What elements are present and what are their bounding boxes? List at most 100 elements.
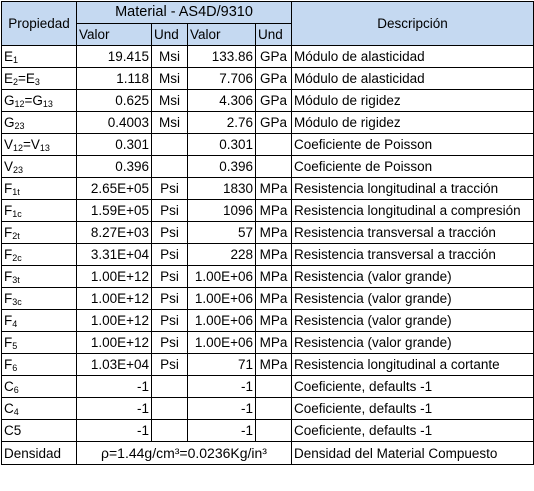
description: Resistencia longitudinal a tracción xyxy=(291,177,534,200)
description: Resistencia (valor grande) xyxy=(291,309,534,332)
table-row: F1t 2.65E+05 Psi 1830 MPa Resistencia longitu… xyxy=(1,177,534,200)
unit-imperial xyxy=(151,419,188,442)
header-und-2: Und xyxy=(254,23,293,46)
property-subscript: 23 xyxy=(13,165,24,175)
value-imperial: 1.00E+12 xyxy=(76,287,152,310)
property-symbol: C5 xyxy=(1,419,77,442)
property-subscript: 1t xyxy=(12,187,20,197)
description: Coeficiente de Poisson xyxy=(291,133,534,156)
table-row: F1c 1.59E+05 Psi 1096 MPa Resistencia longitu… xyxy=(1,199,534,222)
value-si: 57 xyxy=(187,221,256,244)
property-symbol: E1 xyxy=(1,45,77,68)
property-symbol: G12=G13 xyxy=(1,89,77,112)
property-symbol: F2t xyxy=(1,221,77,244)
value-imperial: 2.65E+05 xyxy=(76,177,152,200)
value-imperial: 1.118 xyxy=(76,67,152,90)
table-row: G12=G13 0.625 Msi 4.306 GPa Módulo de rigidez xyxy=(1,89,534,112)
unit-imperial: Msi xyxy=(151,67,188,90)
value-si: 133.86 xyxy=(187,45,256,68)
value-si: 1.00E+06 xyxy=(187,287,256,310)
property-symbol: F5 xyxy=(1,331,77,354)
description: Resistencia (valor grande) xyxy=(291,287,534,310)
description: Resistencia transversal a tracción xyxy=(291,243,534,266)
table-row: V12=V13 0.301 0.301 Coeficiente de Poisson xyxy=(1,133,534,156)
property-subscript: 12 xyxy=(13,143,24,153)
value-imperial: -1 xyxy=(76,419,152,442)
property-subscript: 3t xyxy=(12,275,20,285)
property-subscript-2: 3 xyxy=(34,77,40,87)
header-valor-2: Valor xyxy=(187,23,256,46)
value-imperial: 0.625 xyxy=(76,89,152,112)
property-base: G xyxy=(4,93,15,108)
value-si: 1.00E+06 xyxy=(187,265,256,288)
property-equal-part: =G xyxy=(24,93,43,108)
table-row: F4 1.00E+12 Psi 1.00E+06 MPa Resistencia (val… xyxy=(1,309,534,332)
property-symbol: E2=E3 xyxy=(1,67,77,90)
property-subscript: 2c xyxy=(12,253,22,263)
unit-si: MPa xyxy=(254,199,293,222)
unit-imperial: Psi xyxy=(151,265,188,288)
property-base: F xyxy=(4,269,13,284)
property-base: E xyxy=(4,71,14,86)
property-symbol: G23 xyxy=(1,111,77,134)
property-base: F xyxy=(4,203,13,218)
table-body: Propiedad Material - AS4D/9310 Descripci… xyxy=(1,1,534,465)
unit-si xyxy=(254,155,293,178)
description: Resistencia longitudinal a cortante xyxy=(291,353,534,376)
value-imperial: 3.31E+04 xyxy=(76,243,152,266)
unit-imperial: Psi xyxy=(151,353,188,376)
density-value: ρ=1.44g/cm³=0.0236Kg/in³ xyxy=(75,441,293,465)
value-si: 7.706 xyxy=(187,67,256,90)
unit-si: MPa xyxy=(254,243,293,266)
value-si: -1 xyxy=(187,419,256,442)
unit-si xyxy=(254,397,293,420)
material-properties-table: Propiedad Material - AS4D/9310 Descripci… xyxy=(1,1,534,465)
unit-si: GPa xyxy=(254,67,293,90)
property-base: V xyxy=(4,159,14,174)
table-row: G23 0.4003 Msi 2.76 GPa Módulo de rigidez xyxy=(1,111,534,134)
property-equal-part: =V xyxy=(23,137,40,152)
unit-imperial xyxy=(151,155,188,178)
unit-si: GPa xyxy=(254,111,293,134)
property-subscript: 6 xyxy=(13,385,19,395)
value-si: 0.396 xyxy=(187,155,256,178)
table-row: F3c 1.00E+12 Psi 1.00E+06 MPa Resistencia (va… xyxy=(1,287,534,310)
property-base: C xyxy=(4,401,14,416)
unit-imperial: Msi xyxy=(151,111,188,134)
value-si: -1 xyxy=(187,375,256,398)
property-base: F xyxy=(4,313,13,328)
unit-imperial: Psi xyxy=(151,309,188,332)
value-si: 0.301 xyxy=(187,133,256,156)
unit-imperial: Psi xyxy=(151,199,188,222)
property-symbol: F1c xyxy=(1,199,77,222)
table-row: F6 1.03E+04 Psi 71 MPa Resistencia longitudin… xyxy=(1,353,534,376)
table-row: C6 -1 -1 Coeficiente, defaults -1 xyxy=(1,375,534,398)
unit-imperial: Psi xyxy=(151,243,188,266)
header-valor-1: Valor xyxy=(76,23,152,46)
unit-imperial: Psi xyxy=(151,287,188,310)
value-imperial: 1.00E+12 xyxy=(76,309,152,332)
table-row: E1 19.415 Msi 133.86 GPa Módulo de alasticida… xyxy=(1,45,534,68)
description: Coeficiente, defaults -1 xyxy=(291,375,534,398)
property-symbol: F6 xyxy=(1,353,77,376)
table-row: C5 -1 -1 Coeficiente, defaults -1 xyxy=(1,419,534,442)
property-subscript: 1c xyxy=(12,209,22,219)
table-row: C4 -1 -1 Coeficiente, defaults -1 xyxy=(1,397,534,420)
unit-si: GPa xyxy=(254,45,293,68)
unit-si xyxy=(254,419,293,442)
value-imperial: -1 xyxy=(76,375,152,398)
property-base: E xyxy=(4,49,14,64)
header-und-1: Und xyxy=(151,23,188,46)
property-subscript: 2 xyxy=(13,77,19,87)
description: Módulo de rigidez xyxy=(291,89,534,112)
property-symbol: C4 xyxy=(1,397,77,420)
unit-imperial xyxy=(151,397,188,420)
property-symbol: F2c xyxy=(1,243,77,266)
value-si: 228 xyxy=(187,243,256,266)
description: Resistencia (valor grande) xyxy=(291,331,534,354)
unit-imperial: Psi xyxy=(151,177,188,200)
property-equal-part: =E xyxy=(18,71,35,86)
value-imperial: 1.00E+12 xyxy=(76,265,152,288)
unit-imperial: Psi xyxy=(151,331,188,354)
description: Módulo de alasticidad xyxy=(291,67,534,90)
